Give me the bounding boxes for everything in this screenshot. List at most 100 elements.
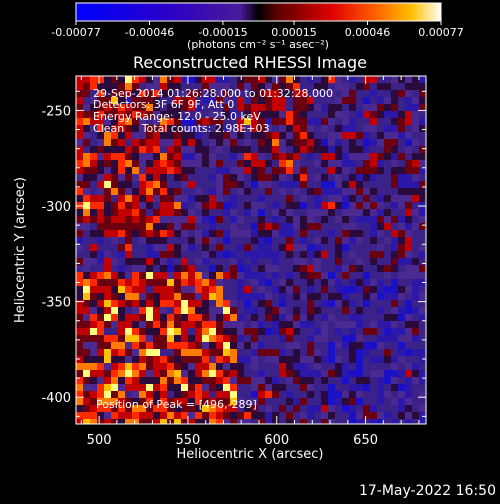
heatmap-pixel [230,377,237,384]
heatmap-pixel [405,125,412,132]
heatmap-pixel [286,223,293,230]
heatmap-pixel [307,202,314,209]
heatmap-pixel [300,251,307,258]
heatmap-pixel [104,356,111,363]
heatmap-pixel [111,244,118,251]
heatmap-pixel [90,272,97,279]
heatmap-pixel [146,293,153,300]
heatmap-pixel [90,391,97,398]
heatmap-pixel [153,412,160,419]
heatmap-pixel [244,174,251,181]
heatmap-pixel [279,391,286,398]
heatmap-pixel [111,286,118,293]
heatmap-pixel [216,223,223,230]
heatmap-pixel [328,265,335,272]
heatmap-pixel [377,181,384,188]
heatmap-pixel [83,391,90,398]
heatmap-pixel [251,230,258,237]
heatmap-pixel [237,349,244,356]
heatmap-pixel [251,111,258,118]
heatmap-pixel [209,335,216,342]
heatmap-pixel [384,314,391,321]
heatmap-pixel [216,195,223,202]
heatmap-pixel [230,125,237,132]
heatmap-pixel [251,202,258,209]
heatmap-pixel [412,118,419,125]
heatmap-pixel [125,181,132,188]
heatmap-pixel [258,83,265,90]
heatmap-pixel [328,391,335,398]
heatmap-pixel [391,111,398,118]
x-tick-label: 600 [264,433,289,448]
heatmap-pixel [223,209,230,216]
heatmap-pixel [216,377,223,384]
heatmap-pixel [118,314,125,321]
heatmap-pixel [419,83,426,90]
heatmap-pixel [90,181,97,188]
heatmap-pixel [356,111,363,118]
heatmap-pixel [160,125,167,132]
heatmap-pixel [307,342,314,349]
heatmap-pixel [251,272,258,279]
heatmap-pixel [153,286,160,293]
heatmap-pixel [300,83,307,90]
heatmap-pixel [272,398,279,405]
heatmap-pixel [125,104,132,111]
heatmap-pixel [272,405,279,412]
heatmap-pixel [293,314,300,321]
heatmap-pixel [244,265,251,272]
heatmap-pixel [76,160,83,167]
heatmap-pixel [125,349,132,356]
heatmap-pixel [335,300,342,307]
heatmap-pixel [230,258,237,265]
chart-title: Reconstructed RHESSI Image [133,53,367,72]
heatmap-pixel [335,139,342,146]
heatmap-pixel [321,139,328,146]
heatmap-pixel [258,342,265,349]
heatmap-pixel [412,419,419,424]
heatmap-pixel [76,370,83,377]
heatmap-pixel [384,118,391,125]
heatmap-pixel [349,195,356,202]
heatmap-pixel [370,111,377,118]
heatmap-pixel [293,321,300,328]
heatmap-pixel [83,125,90,132]
heatmap-pixel [314,300,321,307]
heatmap-pixel [377,230,384,237]
heatmap-pixel [188,300,195,307]
heatmap-pixel [370,146,377,153]
heatmap-pixel [328,230,335,237]
heatmap-pixel [342,132,349,139]
heatmap-pixel [237,202,244,209]
heatmap-pixel [209,167,216,174]
heatmap-pixel [90,132,97,139]
heatmap-pixel [286,104,293,111]
heatmap-pixel [76,314,83,321]
heatmap-pixel [181,307,188,314]
heatmap-pixel [307,251,314,258]
heatmap-pixel [349,314,356,321]
heatmap-pixel [272,377,279,384]
heatmap-pixel [216,76,223,83]
heatmap-pixel [391,391,398,398]
heatmap-pixel [76,111,83,118]
heatmap-pixel [181,83,188,90]
heatmap-pixel [125,76,132,83]
heatmap-pixel [195,314,202,321]
heatmap-pixel [265,97,272,104]
heatmap-pixel [97,181,104,188]
heatmap-pixel [181,377,188,384]
heatmap-pixel [104,419,111,424]
heatmap-pixel [286,195,293,202]
heatmap-pixel [223,181,230,188]
heatmap-pixel [419,335,426,342]
heatmap-pixel [335,321,342,328]
heatmap-pixel [349,237,356,244]
heatmap-pixel [412,272,419,279]
heatmap-pixel [335,153,342,160]
heatmap-pixel [181,391,188,398]
x-tick-label: 550 [176,433,201,448]
heatmap-pixel [328,160,335,167]
heatmap-pixel [118,125,125,132]
heatmap-pixel [76,132,83,139]
